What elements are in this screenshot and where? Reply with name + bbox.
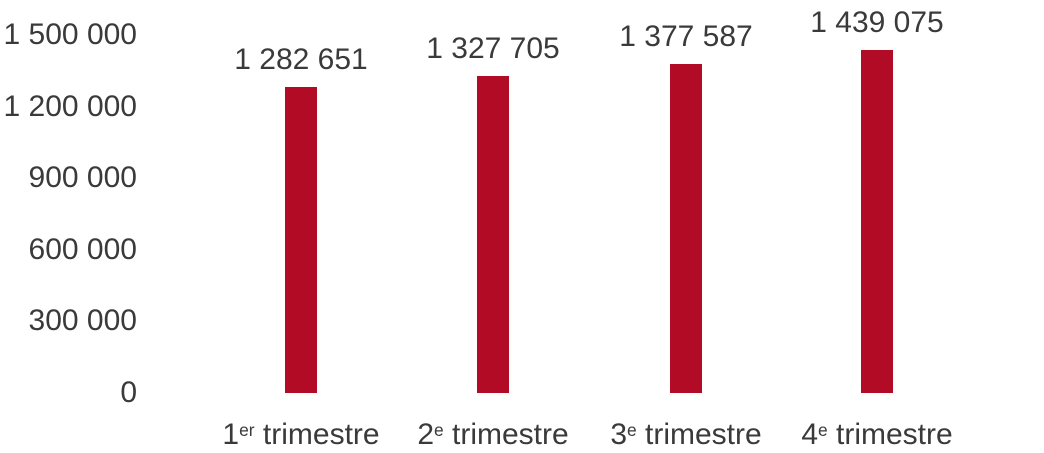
y-axis-tick-label: 0 [120, 376, 137, 409]
bar-value-label: 1 327 705 [426, 32, 560, 66]
category-rest: trimestre [827, 417, 953, 451]
category-rest: trimestre [443, 417, 569, 451]
category-prefix: 1 [222, 417, 240, 451]
category-ordinal-suffix: e [434, 420, 444, 440]
x-axis-category-label: 2e trimestre [363, 415, 623, 450]
category-ordinal-suffix: er [239, 420, 255, 440]
bar-value-label: 1 377 587 [619, 20, 753, 54]
bar [670, 64, 702, 393]
x-axis-category-label: 3e trimestre [556, 415, 816, 450]
y-axis-tick-label: 1 200 000 [3, 89, 137, 123]
category-prefix: 2 [417, 417, 434, 451]
bar-value-label: 1 282 651 [234, 42, 368, 76]
bar [285, 86, 317, 393]
category-prefix: 3 [610, 417, 627, 451]
x-axis-category-label: 4e trimestre [747, 415, 1007, 450]
category-ordinal-suffix: e [818, 420, 828, 440]
bar [477, 76, 509, 393]
y-axis-tick-label: 300 000 [28, 304, 137, 338]
category-prefix: 4 [801, 417, 818, 451]
y-axis-tick-label: 900 000 [28, 161, 137, 195]
x-axis-category-label: 1er trimestre [171, 415, 431, 450]
category-ordinal-suffix: e [627, 420, 637, 440]
category-rest: trimestre [636, 417, 762, 451]
category-rest: trimestre [254, 417, 380, 451]
y-axis-tick-label: 600 000 [28, 232, 137, 266]
bar [861, 49, 893, 393]
bar-value-label: 1 439 075 [810, 5, 944, 39]
y-axis-tick-label: 1 500 000 [3, 18, 137, 51]
